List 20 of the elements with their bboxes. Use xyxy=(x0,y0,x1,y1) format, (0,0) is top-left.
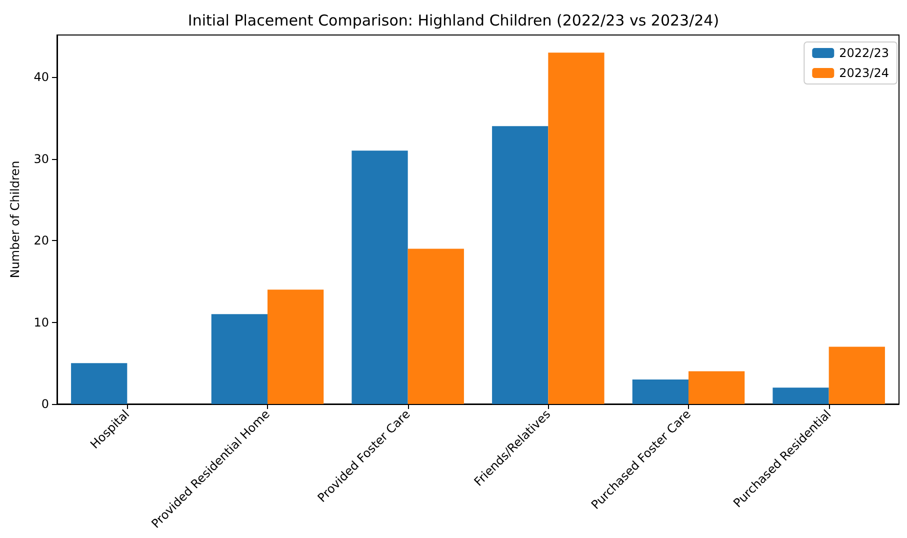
bar xyxy=(408,248,464,404)
bar xyxy=(828,346,885,404)
y-tick-label: 0 xyxy=(41,397,49,411)
bar xyxy=(548,52,604,404)
legend-label: 2022/23 xyxy=(839,46,890,60)
y-tick-label: 30 xyxy=(34,152,49,166)
y-tick-label: 40 xyxy=(34,70,49,84)
bar xyxy=(492,126,548,404)
bar xyxy=(71,363,128,404)
y-tick-label: 10 xyxy=(34,315,49,330)
legend-label: 2023/24 xyxy=(839,66,890,80)
y-axis-title: Number of Children xyxy=(8,160,22,278)
bar xyxy=(268,290,324,404)
bar xyxy=(772,388,829,404)
bar xyxy=(352,150,408,404)
bar xyxy=(211,314,268,404)
bar xyxy=(688,371,745,404)
y-tick-label: 20 xyxy=(34,234,49,248)
bar xyxy=(632,379,688,404)
chart-title: Initial Placement Comparison: Highland Children (2022/23 vs 2023/24) xyxy=(188,12,720,30)
